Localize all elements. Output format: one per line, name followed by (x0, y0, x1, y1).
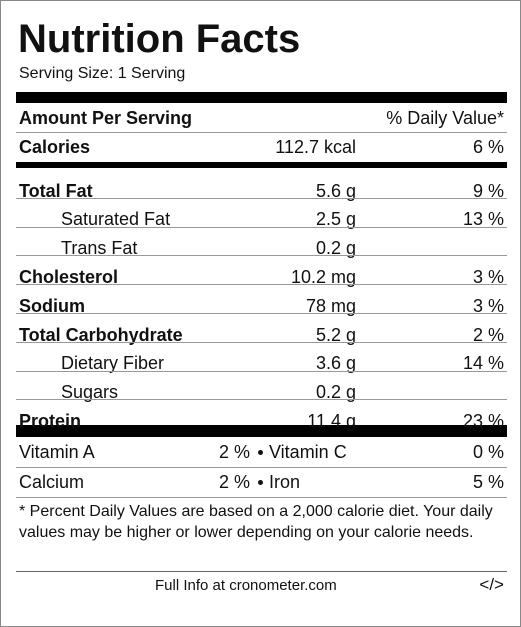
nutrient-amount: 5.2 g (315, 325, 356, 345)
rule (16, 571, 507, 572)
thick-rule (16, 162, 507, 168)
rule (16, 255, 507, 256)
vitamin-daily-value: 0 % (472, 442, 504, 462)
nutrient-amount: 0.2 g (315, 382, 356, 402)
serving-size: Serving Size: 1 Serving (19, 65, 186, 82)
amount-header: Amount Per Serving (19, 108, 193, 128)
nutrient-amount: 11.4 g (307, 411, 356, 431)
nutrient-name: Total Fat (19, 181, 93, 201)
embed-icon[interactable]: </> (479, 575, 504, 594)
nutrient-amount: 3.6 g (315, 353, 356, 373)
vitamin-name: Calcium (19, 472, 85, 492)
nutrient-daily-value: 14 % (462, 353, 504, 373)
nutrient-name: Sodium (19, 296, 85, 316)
rule (16, 497, 507, 498)
footnote: * Percent Daily Values are based on a 2,… (19, 503, 493, 541)
nutrient-daily-value: 3 % (472, 267, 504, 287)
thick-rule (16, 425, 507, 437)
rule (16, 284, 507, 285)
nutrient-name: Cholesterol (19, 267, 119, 287)
vitamin-daily-value: 2 % (218, 442, 250, 462)
nutrient-name: Dietary Fiber (61, 353, 165, 373)
nutrient-daily-value: 9 % (472, 181, 504, 201)
cronometer-link[interactable]: Full Info at cronometer.com (155, 577, 337, 594)
nutrient-amount: 78 mg (305, 296, 356, 316)
vitamin-daily-value: 5 % (472, 472, 504, 492)
rule (16, 342, 507, 343)
rule (16, 371, 507, 372)
nutrient-amount: 0.2 g (315, 238, 356, 258)
thick-rule (16, 92, 507, 103)
rule (16, 313, 507, 314)
nutrient-amount: 5.6 g (315, 181, 356, 201)
separator-dot (258, 450, 263, 455)
vitamin-name: Vitamin A (19, 442, 95, 462)
vitamin-name: Iron (269, 472, 301, 492)
rule (16, 399, 507, 400)
vitamin-name: Vitamin C (269, 442, 347, 462)
nutrient-daily-value: 3 % (472, 296, 504, 316)
daily-value-header: % Daily Value* (386, 108, 504, 128)
nutrient-name: Trans Fat (61, 238, 138, 258)
nutrient-name: Sugars (61, 382, 119, 402)
vitamin-daily-value: 2 % (218, 472, 250, 492)
calories-daily-value: 6 % (472, 137, 504, 157)
calories-amount: 112.7 kcal (275, 137, 356, 157)
separator-dot (258, 480, 263, 485)
nutrient-daily-value: 13 % (462, 209, 504, 229)
nutrient-name: Total Carbohydrate (19, 325, 183, 345)
nutrient-name: Protein (19, 411, 82, 431)
calories-label: Calories (19, 137, 91, 157)
title: Nutrition Facts (18, 17, 301, 61)
nutrient-daily-value: 23 % (462, 411, 504, 431)
nutrient-daily-value: 2 % (472, 325, 504, 345)
rule (16, 198, 507, 199)
nutrient-amount: 10.2 mg (290, 267, 356, 287)
rule (16, 227, 507, 228)
nutrient-amount: 2.5 g (315, 209, 356, 229)
nutrient-name: Saturated Fat (61, 209, 171, 229)
rule (16, 467, 507, 468)
rule (16, 132, 507, 133)
